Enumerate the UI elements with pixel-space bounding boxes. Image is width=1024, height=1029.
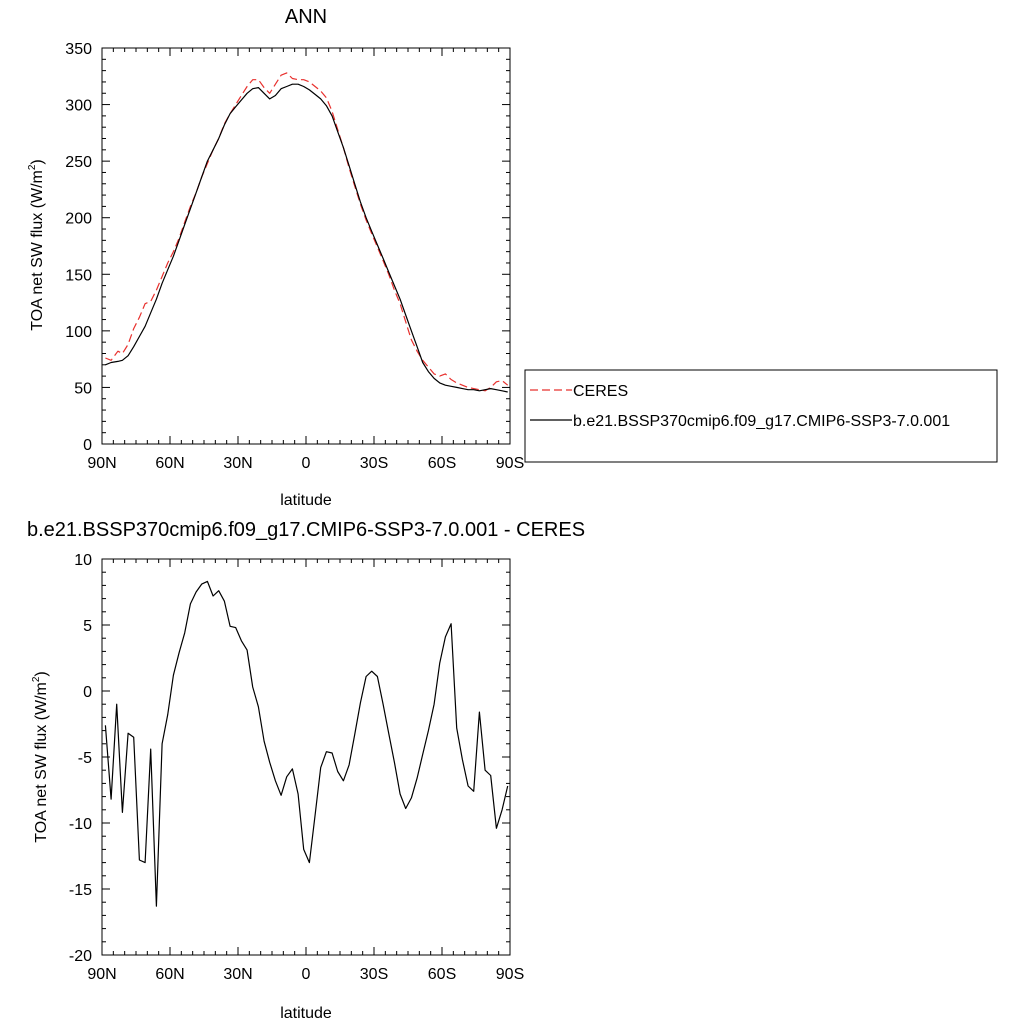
chart2-xtick-label: 90S xyxy=(496,966,524,983)
chart2-xtick-label: 30S xyxy=(360,966,388,983)
chart2-xtick-label: 60S xyxy=(428,966,456,983)
chart2-xtick-label: 0 xyxy=(302,966,311,983)
chart2-ylabel-sup: 2 xyxy=(31,676,42,682)
chart1-frame xyxy=(101,47,511,445)
chart1-xtick-label: 60N xyxy=(155,455,184,472)
chart1-ytick-label: 350 xyxy=(65,41,92,58)
chart1-ytick-label: 200 xyxy=(65,211,92,228)
chart2-ytick-label: 5 xyxy=(83,618,92,635)
chart2-frame xyxy=(101,558,511,956)
chart2-xlabel: latitude xyxy=(280,1005,332,1022)
chart1-ylabel-tail: ) xyxy=(29,159,46,164)
chart2-ytick-label: 10 xyxy=(74,552,92,569)
chart1-ytick-label: 250 xyxy=(65,154,92,171)
chart1-legend: CERES b.e21.BSSP370cmip6.f09_g17.CMIP6-S… xyxy=(524,369,998,463)
chart1-ytick-label: 300 xyxy=(65,98,92,115)
chart1-ylabel: TOA net SW flux (W/m2) xyxy=(27,159,46,331)
chart1-ylabel-main: TOA net SW flux (W/m xyxy=(29,170,46,331)
chart1-xtick-label: 30N xyxy=(223,455,252,472)
chart2-series-line-model xyxy=(104,580,509,907)
chart2-ytick-label: -10 xyxy=(69,816,92,833)
chart1-series-line-ceres xyxy=(105,72,509,392)
chart1-xlabel: latitude xyxy=(280,492,332,509)
chart1-ytick-label: 100 xyxy=(65,324,92,341)
chart2-ylabel-main: TOA net SW flux (W/m xyxy=(33,682,50,843)
chart1-xtick-label: 90N xyxy=(87,455,116,472)
legend-ceres-label: CERES xyxy=(573,383,628,400)
chart2-ylabel: TOA net SW flux (W/m2) xyxy=(31,671,50,843)
chart2-xtick-label: 30N xyxy=(223,966,252,983)
chart1-ylabel-sup: 2 xyxy=(27,164,38,170)
legend-model-label: b.e21.BSSP370cmip6.f09_g17.CMIP6-SSP3-7.… xyxy=(573,413,950,430)
chart1-series-line-model xyxy=(105,83,508,393)
chart2-ytick-label: -15 xyxy=(69,882,92,899)
chart1-ytick-label: 150 xyxy=(65,267,92,284)
chart2-ylabel-tail: ) xyxy=(33,671,50,676)
chart2-ytick-label: -20 xyxy=(69,948,92,965)
legend-box xyxy=(524,369,998,463)
chart2-title: b.e21.BSSP370cmip6.f09_g17.CMIP6-SSP3-7.… xyxy=(27,519,585,541)
chart2-xtick-label: 60N xyxy=(155,966,184,983)
chart1-ytick-label: 50 xyxy=(74,380,92,397)
chart1-xtick-label: 60S xyxy=(428,455,456,472)
chart2-ytick-label: -5 xyxy=(78,750,92,767)
chart1-xtick-label: 90S xyxy=(496,455,524,472)
chart2-plot: 90N 60N 30N 0 30S 60S 90S -20 -15 -10 -5 0 5 10 xyxy=(69,552,524,983)
chart1-plot: 90N 60N 30N 0 30S 60S 90S 0 50 100 150 200 250 300 350 xyxy=(65,41,524,472)
chart1-ytick-label: 0 xyxy=(83,437,92,454)
chart1-title: ANN xyxy=(285,6,327,28)
chart1-xtick-label: 30S xyxy=(360,455,388,472)
chart2-xtick-label: 90N xyxy=(87,966,116,983)
chart2-ytick-label: 0 xyxy=(83,684,92,701)
chart1-xtick-label: 0 xyxy=(302,455,311,472)
